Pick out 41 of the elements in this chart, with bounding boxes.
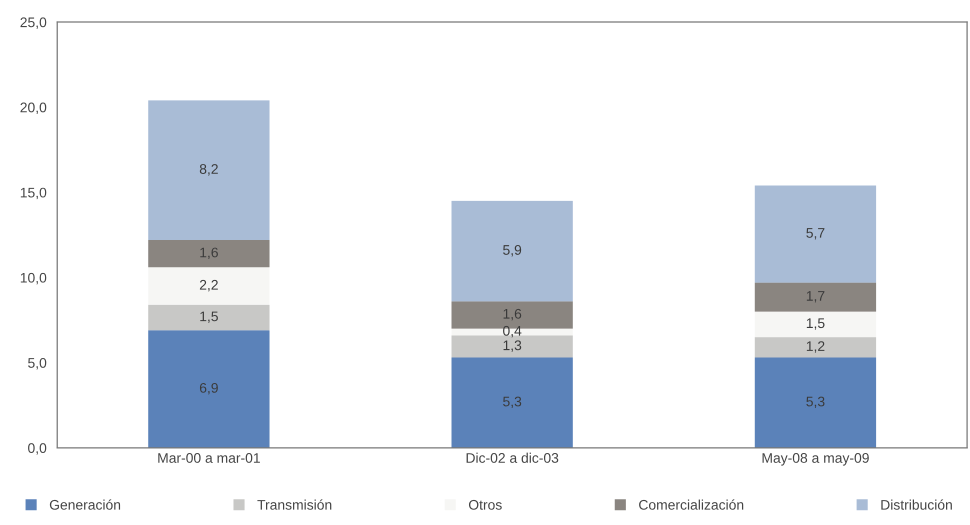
y-tick-label: 0,0 (28, 443, 46, 455)
data-label: 1,7 (806, 291, 824, 302)
legend-label: Transmisión (257, 499, 332, 510)
legend-label: Distribución (881, 499, 952, 510)
x-tick-label: Mar-00 a mar-01 (158, 453, 260, 463)
bar (148, 267, 270, 305)
data-label: 1,6 (200, 248, 218, 260)
y-tick-label: 25,0 (20, 17, 46, 29)
y-tick-label: 5,0 (28, 358, 46, 370)
bar (754, 186, 876, 283)
data-label: 6,9 (200, 382, 218, 394)
legend-label: Comercialización (639, 499, 744, 510)
data-label: 0,4 (503, 326, 522, 338)
bar (148, 240, 270, 268)
bar (754, 358, 876, 448)
data-label: 2,2 (200, 280, 218, 292)
bar (452, 358, 573, 448)
y-tick-label: 20,0 (20, 102, 46, 114)
y-tick-label: 15,0 (20, 188, 46, 200)
legend-label: Generación (50, 499, 120, 510)
y-tick-label: 10,0 (20, 272, 46, 284)
bar (754, 337, 876, 358)
bar (452, 200, 573, 302)
data-label: 5,3 (503, 396, 522, 408)
data-label: 5,3 (806, 396, 824, 408)
data-label: 1,6 (504, 308, 522, 320)
bar (148, 304, 270, 330)
bar (148, 100, 270, 240)
bar (754, 312, 876, 338)
data-label: 1,3 (504, 340, 522, 352)
data-label: 1,5 (200, 312, 218, 323)
data-label: 1,2 (806, 341, 824, 353)
legend-label: Otros (468, 500, 502, 510)
x-tick-label: May-08 a may-09 (762, 453, 869, 466)
data-label: 8,2 (200, 164, 218, 176)
data-label: 5,7 (806, 228, 824, 240)
data-label: 5,9 (503, 245, 522, 256)
data-label: 1,5 (806, 318, 825, 330)
x-tick-label: Dic-02 a dic-03 (466, 452, 558, 463)
bar (148, 330, 270, 448)
bar (754, 282, 876, 312)
